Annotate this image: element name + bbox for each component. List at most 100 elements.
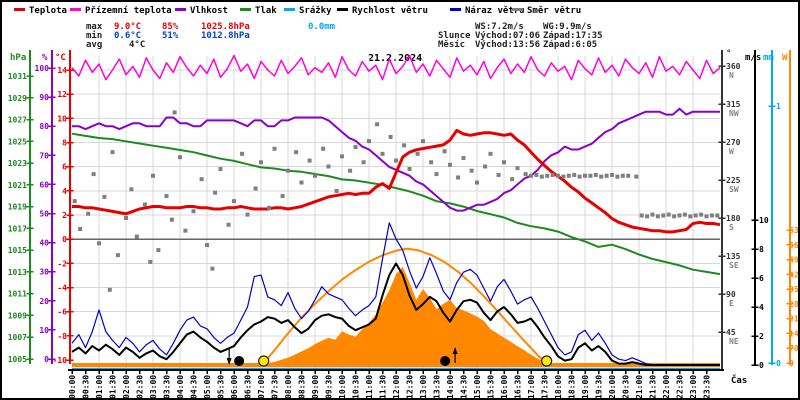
svg-text:270: 270 <box>726 138 741 147</box>
svg-text:6: 6 <box>62 163 67 172</box>
stat-wind-speed-max: WS:7.2m/s <box>475 22 524 32</box>
svg-text:09:30: 09:30 <box>325 375 334 399</box>
svg-text:70: 70 <box>789 344 799 353</box>
svg-text:hPa: hPa <box>10 53 26 63</box>
series-temperature <box>72 128 721 234</box>
svg-text:02:00: 02:00 <box>122 375 131 399</box>
svg-text:00:00: 00:00 <box>68 375 77 399</box>
svg-text:10: 10 <box>57 114 67 123</box>
stat-min-humidity: 51% <box>162 31 179 41</box>
svg-text:420: 420 <box>789 270 800 279</box>
svg-text:50: 50 <box>39 210 49 219</box>
svg-text:2: 2 <box>759 332 764 341</box>
svg-text:45: 45 <box>726 328 736 337</box>
stat-avg-temp: 4°C <box>129 40 146 50</box>
svg-text:°C: °C <box>55 53 66 63</box>
svg-text:Čas: Čas <box>731 374 747 386</box>
svg-text:15:30: 15:30 <box>487 375 496 399</box>
svg-text:NE: NE <box>729 337 739 346</box>
stat-moon-label: Měsíc <box>438 40 466 50</box>
svg-text:NW: NW <box>729 109 739 118</box>
svg-text:0: 0 <box>759 361 764 370</box>
svg-text:630: 630 <box>789 226 800 235</box>
svg-text:-6: -6 <box>57 308 67 317</box>
svg-text:14:00: 14:00 <box>446 375 455 399</box>
svg-text:-2: -2 <box>57 259 67 268</box>
svg-text:140: 140 <box>789 329 800 338</box>
stat-wind-gust-max: WG:9.9m/s <box>543 22 592 32</box>
svg-text:350: 350 <box>789 285 800 294</box>
svg-text:11:30: 11:30 <box>379 375 388 399</box>
svg-text:mm: mm <box>763 53 774 63</box>
svg-text:1023: 1023 <box>8 159 27 168</box>
svg-text:03:30: 03:30 <box>163 375 172 399</box>
svg-text:17:30: 17:30 <box>541 375 550 399</box>
svg-text:80: 80 <box>39 122 49 131</box>
stat-moonrise: Východ:13:56 <box>475 40 541 50</box>
stat-moonset: Západ:6:05 <box>543 40 598 50</box>
stat-max-label: max <box>86 22 103 32</box>
svg-text:06:00: 06:00 <box>230 375 239 399</box>
svg-text:1009: 1009 <box>8 311 27 320</box>
svg-text:-10: -10 <box>53 356 68 365</box>
series-pressure <box>71 132 721 276</box>
svg-text:70: 70 <box>39 151 49 160</box>
svg-text:15:00: 15:00 <box>473 375 482 399</box>
svg-text:°: ° <box>726 49 731 59</box>
svg-text:W: W <box>729 147 734 156</box>
svg-text:0: 0 <box>776 359 781 368</box>
svg-text:23:00: 23:00 <box>689 375 698 399</box>
svg-text:04:30: 04:30 <box>190 375 199 399</box>
svg-text:10:00: 10:00 <box>338 375 347 399</box>
svg-text:490: 490 <box>789 256 800 265</box>
svg-text:0: 0 <box>789 359 794 368</box>
svg-text:S: S <box>729 223 734 232</box>
legend-swatch-wind-gust <box>450 8 461 11</box>
svg-text:07:00: 07:00 <box>257 375 266 399</box>
sunset-marker <box>541 355 553 367</box>
svg-text:1027: 1027 <box>8 116 27 125</box>
svg-text:315: 315 <box>726 100 741 109</box>
svg-text:1021: 1021 <box>8 181 27 190</box>
svg-text:210: 210 <box>789 315 800 324</box>
svg-text:23:30: 23:30 <box>703 375 712 399</box>
svg-text:8: 8 <box>759 245 764 254</box>
legend-item-humidity: Vlhkost <box>175 6 228 16</box>
moonset-marker <box>226 348 245 366</box>
svg-text:05:30: 05:30 <box>217 375 226 399</box>
svg-text:00:30: 00:30 <box>82 375 91 399</box>
grid-lines <box>72 56 720 370</box>
legend-swatch-precip <box>284 8 295 11</box>
legend-label: Tlak <box>255 6 277 16</box>
svg-text:01:00: 01:00 <box>95 375 104 399</box>
series-wind_dir <box>72 110 720 292</box>
svg-text:1: 1 <box>776 102 781 111</box>
svg-text:03:00: 03:00 <box>149 375 158 399</box>
svg-text:1017: 1017 <box>8 224 27 233</box>
svg-text:20:30: 20:30 <box>622 375 631 399</box>
svg-text:1013: 1013 <box>8 268 27 277</box>
svg-text:05:00: 05:00 <box>203 375 212 399</box>
svg-text:04:00: 04:00 <box>176 375 185 399</box>
stat-max-humidity: 85% <box>162 22 179 32</box>
svg-text:13:00: 13:00 <box>419 375 428 399</box>
axis-labels: 1031102910271025102310211019101710151013… <box>8 49 800 399</box>
svg-text:1007: 1007 <box>8 333 27 342</box>
sunrise-marker <box>258 355 270 367</box>
stat-min-label: min <box>86 31 103 41</box>
svg-text:225: 225 <box>726 176 741 185</box>
legend-swatch-wind-dir <box>512 8 523 11</box>
svg-text:11:00: 11:00 <box>365 375 374 399</box>
svg-text:8: 8 <box>62 139 67 148</box>
legend-label: Vlhkost <box>190 6 228 16</box>
sun-moon-markers <box>226 347 553 367</box>
series-ground_temp <box>71 54 721 81</box>
svg-text:SE: SE <box>729 261 739 270</box>
svg-text:SW: SW <box>729 185 739 194</box>
svg-text:19:30: 19:30 <box>595 375 604 399</box>
svg-text:06:30: 06:30 <box>244 375 253 399</box>
svg-text:N: N <box>729 71 734 80</box>
svg-text:30: 30 <box>39 268 49 277</box>
